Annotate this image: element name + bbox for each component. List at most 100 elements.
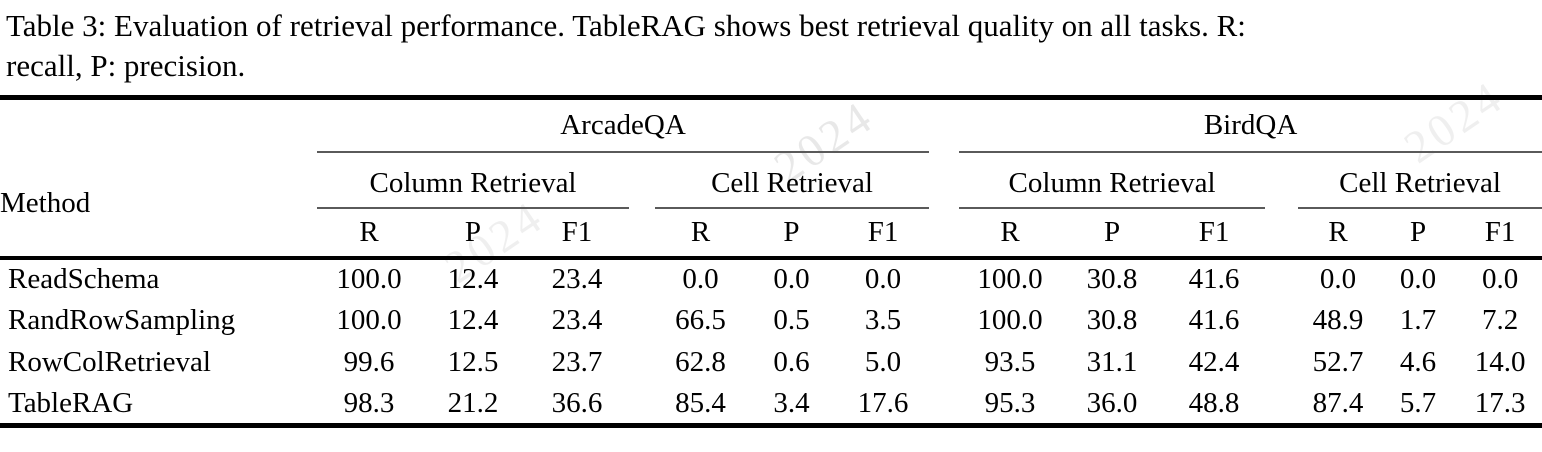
subgroup-gap [1265, 152, 1298, 208]
value-cell: 5.7 [1399, 386, 1437, 419]
column-gap [629, 300, 655, 342]
column-gap [929, 342, 959, 384]
metric-header-p: P [1409, 215, 1427, 248]
value-cell: 5.0 [864, 346, 902, 378]
value-cell: 93.5 [984, 346, 1036, 378]
metric-header-p: P [464, 215, 482, 248]
metric-gap [629, 208, 655, 258]
value-cell: 99.6 [343, 346, 395, 378]
value-cell: 7.2 [1481, 304, 1519, 336]
value-cell: 12.5 [447, 346, 499, 378]
value-cell: 0.0 [1298, 255, 1379, 300]
metric-header-r: R [359, 215, 379, 248]
method-column-spacer [0, 98, 317, 152]
metric-gap [1265, 208, 1298, 258]
column-gap [929, 384, 959, 426]
value-cell: 41.6 [1188, 304, 1240, 336]
value-cell: 48.8 [1188, 386, 1240, 419]
metric-header-p: P [1103, 215, 1121, 248]
value-cell: 12.4 [447, 304, 499, 336]
value-cell: 12.4 [421, 255, 525, 300]
table-caption: Table 3: Evaluation of retrieval perform… [6, 6, 1538, 86]
value-cell: 31.1 [1086, 346, 1138, 378]
method-column-header: Method [0, 187, 91, 219]
value-cell: 85.4 [675, 386, 726, 419]
value-cell: 95.3 [984, 386, 1036, 419]
value-cell: 23.4 [551, 304, 603, 336]
value-cell: 0.0 [1378, 255, 1459, 300]
metric-header-p: P [783, 215, 800, 248]
value-cell: 3.5 [864, 304, 902, 336]
value-cell: 0.6 [773, 346, 810, 378]
dataset-gap [929, 98, 959, 152]
method-cell: ReadSchema [0, 255, 317, 300]
metric-header-row: R P F1 R P F1 R P F1 R P F1 [0, 208, 1542, 258]
metric-header-f1: F1 [1198, 215, 1230, 248]
value-cell: 14.0 [1474, 346, 1526, 378]
caption-line-1: Table 3: Evaluation of retrieval perform… [6, 8, 1246, 43]
value-cell: 1.7 [1399, 304, 1437, 336]
value-cell: 36.0 [1086, 386, 1138, 419]
value-cell: 21.2 [447, 386, 499, 419]
column-gap [929, 300, 959, 342]
column-gap [629, 255, 655, 300]
value-cell: 0.0 [655, 255, 746, 300]
column-gap [629, 342, 655, 384]
value-cell: 3.4 [773, 386, 810, 419]
dataset-header-arcadeqa: ArcadeQA [317, 97, 930, 153]
metric-gap [929, 208, 959, 258]
column-gap [929, 255, 960, 300]
value-cell: 30.8 [1086, 304, 1138, 336]
subgroup-gap [629, 152, 655, 208]
subgroup-header-row: Method Column Retrieval Cell Retrieval C… [0, 151, 1542, 219]
value-cell: 0.5 [773, 304, 810, 336]
value-cell: 100.0 [977, 304, 1043, 336]
value-cell: 66.5 [675, 304, 726, 336]
value-cell: 17.3 [1474, 386, 1526, 419]
results-table: ArcadeQA BirdQA Method Column Retrieval … [0, 95, 1542, 428]
table-row: RandRowSampling 100.0 12.4 23.4 66.5 0.5 3.5 10… [0, 300, 1542, 342]
table-row: TableRAG 98.3 21.2 36.6 85.4 3.4 17.6 95.3 36.0 4… [0, 384, 1542, 426]
value-cell: 100.0 [959, 255, 1062, 300]
metric-header-r: R [690, 215, 711, 248]
caption-line-2: recall, P: precision. [6, 48, 246, 83]
value-cell: 41.6 [1163, 255, 1266, 300]
metric-header-f1: F1 [561, 215, 593, 248]
value-cell: 98.3 [343, 386, 395, 419]
column-gap [1265, 342, 1298, 384]
metric-header-r: R [1328, 215, 1348, 248]
dataset-header-row: ArcadeQA BirdQA [0, 97, 1542, 153]
table-row: ReadSchema 100.0 12.4 23.4 0.0 0.0 0.0 100.0 30.… [0, 255, 1542, 300]
subgroup-gap [929, 152, 959, 208]
method-cell: TableRAG [8, 386, 134, 419]
value-cell: 100.0 [317, 255, 421, 300]
value-cell: 42.4 [1188, 346, 1240, 378]
value-cell: 17.6 [857, 386, 909, 419]
value-cell: 52.7 [1312, 346, 1364, 378]
value-cell: 62.8 [675, 346, 726, 378]
value-cell: 30.8 [1061, 255, 1164, 300]
value-cell: 87.4 [1312, 386, 1364, 419]
method-cell: RandRowSampling [8, 304, 236, 336]
table-row: RowColRetrieval 99.6 12.5 23.7 62.8 0.6 5.0 93.… [0, 342, 1542, 384]
column-gap [1265, 384, 1298, 426]
value-cell: 23.4 [525, 255, 629, 300]
subgroup-arcadeqa-column-retrieval: Column Retrieval [317, 151, 629, 209]
column-gap [1265, 255, 1299, 300]
subgroup-arcadeqa-cell-retrieval: Cell Retrieval [655, 151, 930, 209]
dataset-header-birdqa: BirdQA [959, 97, 1542, 153]
metric-header-f1: F1 [1484, 215, 1516, 248]
subgroup-birdqa-column-retrieval: Column Retrieval [959, 151, 1266, 209]
value-cell: 0.0 [837, 255, 930, 300]
method-cell: RowColRetrieval [8, 346, 211, 378]
subgroup-birdqa-cell-retrieval: Cell Retrieval [1298, 151, 1542, 209]
value-cell: 48.9 [1312, 304, 1364, 336]
metric-header-f1: F1 [867, 215, 899, 248]
column-gap [1265, 300, 1298, 342]
value-cell: 4.6 [1399, 346, 1437, 378]
value-cell: 23.7 [551, 346, 603, 378]
table-body: ReadSchema 100.0 12.4 23.4 0.0 0.0 0.0 100.0 30.… [0, 255, 1542, 426]
column-gap [629, 384, 655, 426]
value-cell: 0.0 [746, 255, 837, 300]
